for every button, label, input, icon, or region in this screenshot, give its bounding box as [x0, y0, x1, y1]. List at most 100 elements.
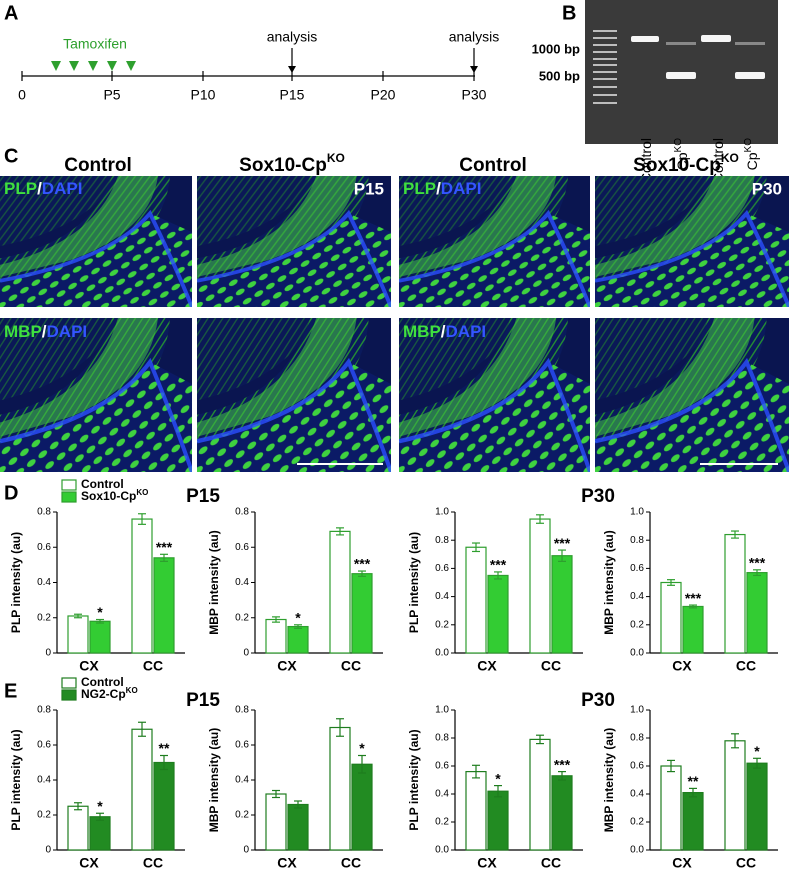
y-tick-label: 0.4: [37, 577, 51, 588]
legend-text: NG2-Cp: [81, 687, 126, 701]
y-tick-label: 0: [243, 648, 249, 659]
error-bar: [272, 616, 280, 623]
y-tick-label: 0.8: [435, 733, 449, 744]
y-tick-label: 0.4: [630, 591, 644, 602]
x-tick-label: CX: [277, 855, 297, 871]
event-label: analysis: [267, 29, 318, 45]
bar: [131, 518, 153, 654]
timeline-ticks: 0 P5 P10 P15 P20 P30 analysis analysis: [18, 29, 499, 103]
y-tick-label: 0.8: [235, 507, 249, 518]
significance: ***: [156, 539, 173, 555]
error-bar: [536, 734, 544, 745]
error-bar: [753, 757, 761, 769]
error-bar: [138, 721, 146, 737]
error-bar: [358, 570, 366, 577]
gel-markers: 1000 bp 500 bp: [532, 41, 580, 83]
bar: [529, 738, 551, 851]
y-tick-label: 0.8: [630, 535, 644, 546]
bar: [89, 816, 111, 851]
error-bar: [96, 618, 104, 624]
stain-label: PLP/DAPI: [4, 179, 82, 198]
y-tick-label: 0.8: [435, 535, 449, 546]
y-tick-label: 0.4: [235, 775, 249, 786]
header-text: Sox10-Cp: [633, 155, 721, 176]
bar: [329, 530, 351, 654]
stain-label: MBP/DAPI: [4, 322, 87, 341]
bar: [487, 574, 509, 654]
y-tick-label: 0.6: [435, 761, 449, 772]
x-tick-label: CC: [143, 855, 163, 871]
stain-sep: /: [42, 322, 47, 341]
counterstain: DAPI: [47, 322, 88, 341]
significance: **: [159, 740, 170, 756]
y-tick-label: 0.2: [37, 612, 51, 623]
gel-bands: [631, 35, 765, 79]
y-tick-label: 0.2: [37, 810, 51, 821]
bar: [746, 572, 768, 654]
stain: MBP: [4, 322, 42, 341]
error-bar: [160, 754, 168, 771]
y-tick-label: 0.8: [630, 733, 644, 744]
marker-label: 1000 bp: [532, 41, 580, 56]
bar: [660, 765, 682, 851]
arrow: [288, 66, 296, 73]
error-bar: [667, 579, 675, 586]
y-axis-label: PLP intensity (au): [407, 729, 421, 830]
y-tick-label: 0.4: [435, 591, 449, 602]
lane-label: Control: [710, 138, 726, 183]
bar: [682, 791, 704, 851]
column-header: Control: [64, 155, 132, 176]
y-tick-label: 0.2: [435, 619, 449, 630]
y-axis-label: MBP intensity (au): [207, 728, 221, 832]
lane-label: CpKO: [743, 138, 760, 171]
bar: [329, 726, 351, 851]
y-tick-label: 0: [45, 845, 51, 856]
significance: *: [359, 740, 365, 756]
column-header: Control: [459, 155, 527, 176]
lane-text: Cp: [744, 152, 760, 170]
y-tick-label: 0.2: [235, 612, 249, 623]
lane-label: CpKO: [673, 138, 690, 171]
y-tick-label: 0.4: [435, 789, 449, 800]
bar: [465, 546, 487, 654]
error-bar: [294, 800, 302, 809]
panel-label: C: [4, 145, 18, 167]
y-tick-label: 0.0: [630, 845, 644, 856]
stain: PLP: [4, 179, 37, 198]
x-tick-label: CC: [541, 658, 561, 674]
y-tick-label: 0: [45, 648, 51, 659]
stain: MBP: [403, 322, 441, 341]
timeline-tick: P5: [103, 87, 120, 103]
y-tick-label: 0.6: [37, 542, 51, 553]
error-bar: [731, 733, 739, 749]
y-tick-label: 0.4: [37, 775, 51, 786]
legend-text: Control: [81, 675, 124, 689]
lane-label: Control: [638, 138, 654, 183]
x-tick-label: CC: [736, 855, 756, 871]
error-bar: [74, 613, 82, 619]
stain-sep: /: [441, 322, 446, 341]
bar: [746, 762, 768, 851]
significance: *: [97, 798, 103, 814]
header-text: Control: [64, 155, 132, 176]
timeline-axis: [21, 48, 475, 81]
column-header: Sox10-CpKO: [239, 151, 345, 176]
bar: [660, 581, 682, 654]
error-bar: [689, 787, 697, 798]
stain-labels: PLP/DAPI MBP/DAPI PLP/DAPI MBP/DAPI P15 …: [4, 179, 782, 341]
bar: [89, 620, 111, 654]
micrographs: [0, 176, 789, 472]
error-bar: [294, 624, 302, 629]
x-tick-label: CX: [79, 855, 99, 871]
treatment-label: Tamoxifen: [63, 36, 127, 52]
bar: [287, 625, 309, 654]
bar: [351, 573, 373, 654]
marker-label: 500 bp: [539, 68, 580, 83]
tamoxifen-markers: [51, 61, 136, 71]
bar: [351, 763, 373, 851]
y-tick-label: 0.6: [235, 740, 249, 751]
legend-swatch: [61, 677, 77, 689]
x-tick-label: CX: [477, 658, 497, 674]
error-bar: [753, 569, 761, 577]
